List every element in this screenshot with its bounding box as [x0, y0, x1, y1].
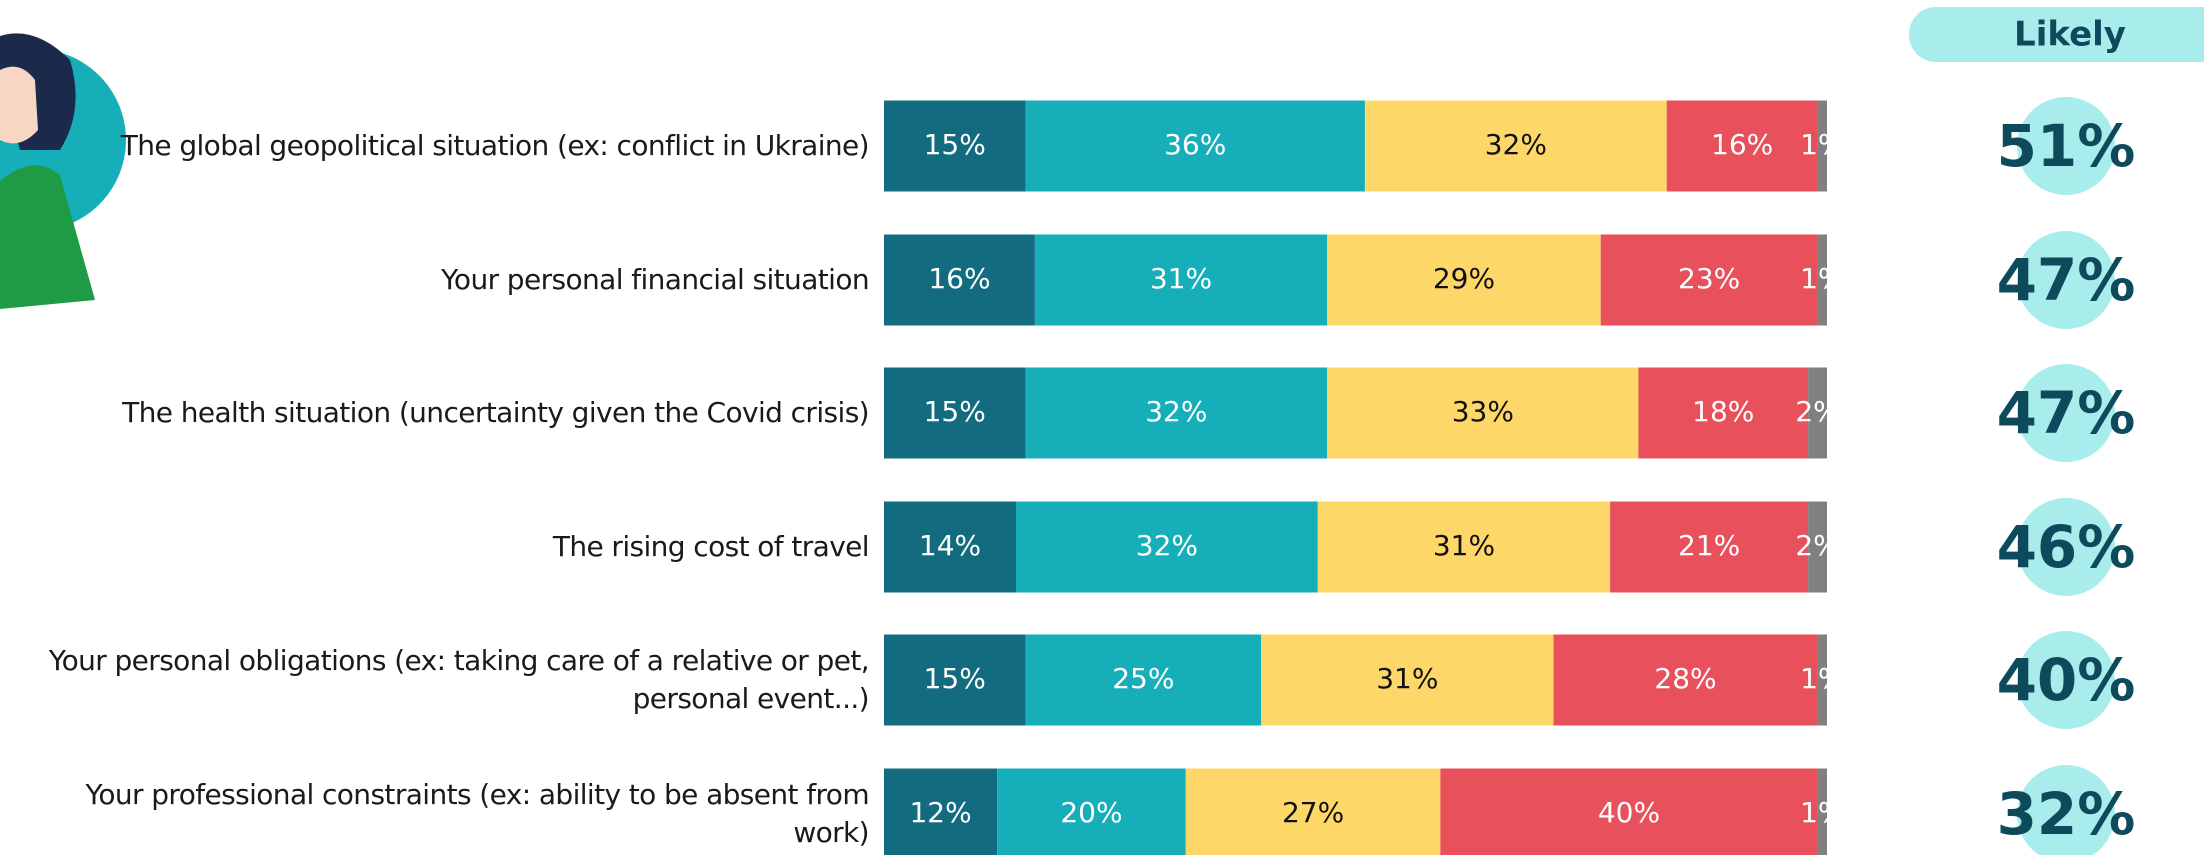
likely-value: 46% — [1997, 513, 2136, 581]
likely-header: Likely — [2014, 15, 2126, 55]
data-label: 29% — [1433, 262, 1495, 295]
data-label: 40% — [1598, 796, 1660, 829]
data-label: 18% — [1692, 395, 1754, 428]
likely-value: 51% — [1997, 112, 2136, 180]
data-label: 20% — [1060, 796, 1122, 829]
data-label: 31% — [1150, 262, 1212, 295]
data-label: 2% — [1795, 529, 1839, 562]
category-label: The health situation (uncertainty given … — [9, 394, 869, 432]
data-label: 32% — [1485, 128, 1547, 161]
data-label: 23% — [1678, 262, 1740, 295]
data-label: 16% — [1711, 128, 1773, 161]
likely-value: 47% — [1997, 246, 2136, 314]
data-label: 1% — [1800, 796, 1844, 829]
data-label: 28% — [1654, 662, 1716, 695]
data-label: 32% — [1136, 529, 1198, 562]
data-label: 25% — [1112, 662, 1174, 695]
likely-value: 32% — [1997, 780, 2136, 848]
data-label: 15% — [924, 128, 986, 161]
data-label: 15% — [924, 395, 986, 428]
data-label: 12% — [909, 796, 971, 829]
data-label: 1% — [1800, 128, 1844, 161]
data-label: 15% — [924, 662, 986, 695]
likely-value: 40% — [1997, 646, 2136, 714]
category-label: Your personal financial situation — [9, 261, 869, 299]
data-label: 1% — [1800, 662, 1844, 695]
data-label: 36% — [1164, 128, 1226, 161]
bars: 15% 36% 32% 16% 1% 16% 31% 29% 23% 1% 15% 32% 33% 18%… — [884, 101, 1844, 855]
data-label: 31% — [1433, 529, 1495, 562]
data-label: 33% — [1452, 395, 1514, 428]
data-label: 21% — [1678, 529, 1740, 562]
data-label: 1% — [1800, 262, 1844, 295]
data-label: 14% — [919, 529, 981, 562]
likely-value: 47% — [1997, 379, 2136, 447]
data-label: 31% — [1376, 662, 1438, 695]
category-label: Your professional constraints (ex: abili… — [9, 776, 869, 852]
page: {"chart_data": {"type": "stacked-bar-hor… — [0, 0, 2204, 855]
category-label: Your personal obligations (ex: taking ca… — [9, 642, 869, 718]
category-label: The rising cost of travel — [9, 528, 869, 566]
data-label: 2% — [1795, 395, 1839, 428]
data-label: 16% — [928, 262, 990, 295]
data-label: 32% — [1145, 395, 1207, 428]
data-label: 27% — [1282, 796, 1344, 829]
category-label: The global geopolitical situation (ex: c… — [9, 127, 869, 165]
